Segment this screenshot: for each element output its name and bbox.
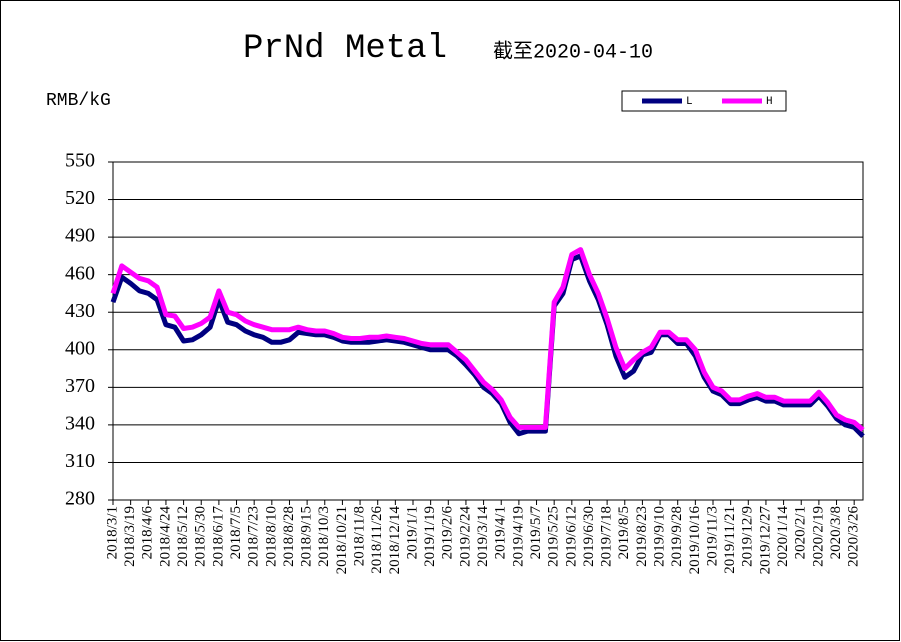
x-tick-label: 2019/5/7 xyxy=(528,506,544,560)
x-tick-label: 2018/10/21 xyxy=(334,506,350,574)
legend-label: H xyxy=(766,96,773,108)
x-tick-label: 2019/2/24 xyxy=(457,506,473,567)
y-tick-label: 550 xyxy=(65,150,95,172)
x-tick-label: 2020/2/19 xyxy=(810,506,826,567)
plot-area xyxy=(112,161,864,501)
x-tick-label: 2019/8/5 xyxy=(616,506,632,559)
x-tick-label: 2018/5/30 xyxy=(193,506,209,567)
y-tick-label: 310 xyxy=(65,450,95,472)
y-tick-label: 280 xyxy=(65,488,95,510)
x-tick-label: 2019/6/12 xyxy=(563,506,579,567)
x-tick-label: 2019/6/30 xyxy=(581,506,597,567)
x-tick-label: 2019/1/19 xyxy=(422,506,438,567)
x-tick-label: 2018/4/6 xyxy=(140,506,156,560)
legend-box xyxy=(621,90,787,112)
x-tick-label: 2019/10/16 xyxy=(687,506,703,575)
x-tick-label: 2018/3/1 xyxy=(104,506,120,559)
x-tick-label: 2018/9/15 xyxy=(299,506,315,567)
y-tick-label: 520 xyxy=(65,187,95,209)
x-tick-label: 2018/11/26 xyxy=(369,506,385,574)
x-tick-label: 2018/3/19 xyxy=(122,506,138,567)
x-tick-label: 2019/12/27 xyxy=(757,506,773,575)
y-tick-label: 460 xyxy=(65,262,95,284)
x-tick-label: 2020/2/1 xyxy=(793,506,809,559)
x-tick-label: 2019/1/1 xyxy=(404,506,420,559)
y-axis-label: RMB/kG xyxy=(46,91,111,111)
x-tick-label: 2018/10/3 xyxy=(316,506,332,567)
x-tick-label: 2018/4/24 xyxy=(157,506,173,567)
y-tick-label: 400 xyxy=(65,337,95,359)
x-tick-label: 2019/2/6 xyxy=(440,506,456,560)
x-tick-label: 2018/5/12 xyxy=(175,506,191,567)
x-tick-label: 2019/11/21 xyxy=(722,506,738,574)
x-tick-label: 2018/7/5 xyxy=(228,506,244,559)
x-tick-label: 2018/8/28 xyxy=(281,506,297,567)
x-tick-label: 2019/12/9 xyxy=(740,506,756,567)
y-tick-label: 490 xyxy=(65,225,95,247)
line-series xyxy=(110,247,865,432)
x-tick-label: 2020/3/26 xyxy=(846,506,862,567)
x-tick-label: 2019/9/28 xyxy=(669,506,685,567)
x-tick-label: 2018/12/14 xyxy=(387,506,403,575)
x-tick-label: 2018/7/23 xyxy=(246,506,262,567)
x-tick-label: 2018/6/17 xyxy=(210,506,226,567)
chart-title: PrNd Metal xyxy=(243,30,447,68)
y-tick-label: 340 xyxy=(65,412,95,434)
y-tick-label: 430 xyxy=(65,300,95,322)
x-tick-label: 2019/7/18 xyxy=(599,506,615,567)
x-tick-label: 2019/5/25 xyxy=(546,506,562,567)
line-series xyxy=(110,253,865,438)
x-tick-label: 2019/9/10 xyxy=(651,506,667,567)
x-tick-label: 2019/4/1 xyxy=(493,506,509,559)
x-tick-label: 2019/3/14 xyxy=(475,506,491,567)
legend-label: L xyxy=(686,96,693,108)
x-tick-label: 2020/3/8 xyxy=(828,506,844,559)
x-tick-label: 2019/4/19 xyxy=(510,506,526,567)
chart-subtitle: 截至2020-04-10 xyxy=(493,39,653,64)
x-tick-label: 2018/11/8 xyxy=(351,506,367,566)
x-tick-label: 2018/8/10 xyxy=(263,506,279,567)
y-tick-label: 370 xyxy=(65,375,95,397)
x-tick-label: 2019/11/3 xyxy=(704,506,720,566)
x-tick-label: 2020/1/14 xyxy=(775,506,791,567)
x-tick-label: 2019/8/23 xyxy=(634,506,650,567)
